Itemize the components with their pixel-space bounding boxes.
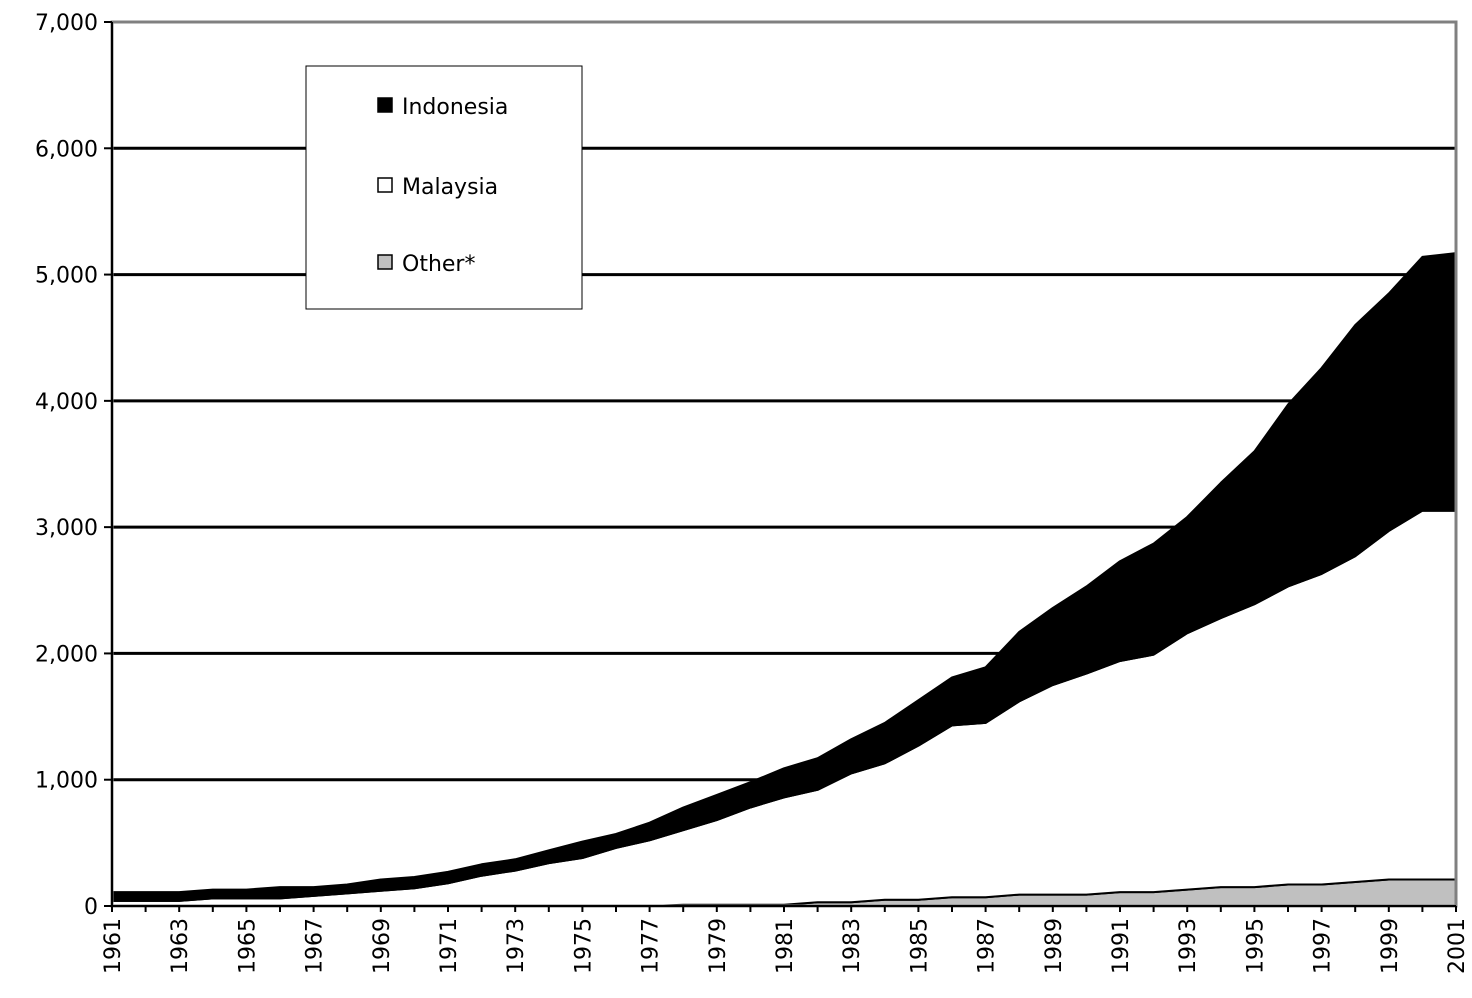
- y-tick-label: 4,000: [35, 390, 98, 415]
- legend-swatch-other: [377, 254, 393, 270]
- y-tick-label: 7,000: [35, 11, 98, 36]
- x-tick-label: 1983: [840, 918, 865, 974]
- x-tick-label: 1999: [1378, 918, 1403, 974]
- x-tick-label: 1969: [370, 918, 395, 974]
- y-tick-label: 1,000: [35, 769, 98, 794]
- y-tick-label: 5,000: [35, 264, 98, 289]
- legend-box: [305, 65, 583, 310]
- x-tick-label: 1971: [437, 918, 462, 974]
- x-tick-label: 1977: [639, 918, 664, 974]
- x-tick-label: 1985: [907, 918, 932, 974]
- x-tick-label: 1987: [975, 918, 1000, 974]
- x-tick-label: 1981: [773, 918, 798, 974]
- x-tick-label: 1979: [706, 918, 731, 974]
- x-tick-label: 1965: [235, 918, 260, 974]
- x-tick-label: 1973: [504, 918, 529, 974]
- x-tick-label: 1991: [1109, 918, 1134, 974]
- legend-swatch-indonesia: [377, 97, 393, 113]
- y-tick-label: 0: [84, 895, 98, 920]
- x-tick-label: 1995: [1243, 918, 1268, 974]
- legend: Indonesia Malaysia Other*: [305, 65, 583, 310]
- x-tick-label: 2001: [1445, 918, 1470, 974]
- x-tick-label: 1961: [101, 918, 126, 974]
- x-tick-label: 1997: [1311, 918, 1336, 974]
- x-tick-label: 1975: [571, 918, 596, 974]
- x-axis-ticks: 1961 1963 1965 1967 1969 1971 1973 1975 1977 1979…: [101, 906, 1470, 974]
- legend-swatch-malaysia: [377, 177, 393, 193]
- x-tick-label: 1967: [303, 918, 328, 974]
- y-tick-label: 3,000: [35, 516, 98, 541]
- legend-label-malaysia: Malaysia: [402, 175, 498, 200]
- area-series: [111, 252, 1457, 907]
- y-tick-label: 6,000: [35, 137, 98, 162]
- x-tick-label: 1963: [168, 918, 193, 974]
- x-tick-label: 1989: [1042, 918, 1067, 974]
- x-tick-label: 1993: [1176, 918, 1201, 974]
- y-axis-ticks: 0 1,000 2,000 3,000 4,000 5,000 6,000 7,000: [35, 11, 112, 920]
- legend-label-other: Other*: [402, 252, 475, 277]
- legend-label-indonesia: Indonesia: [402, 95, 508, 120]
- y-tick-label: 2,000: [35, 642, 98, 667]
